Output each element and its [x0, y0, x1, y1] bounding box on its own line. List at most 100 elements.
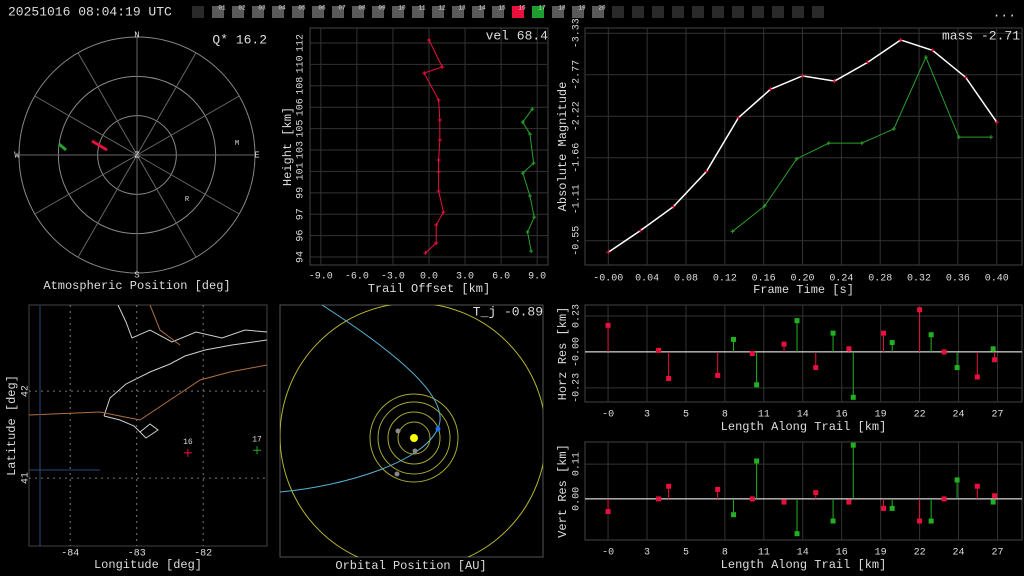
panel-title: Orbital Position [AU]: [335, 559, 486, 573]
point: [715, 486, 721, 492]
tab-label: 10: [398, 5, 406, 12]
point: [527, 132, 532, 137]
point: [666, 483, 672, 489]
x-tick-label: -0: [602, 548, 614, 559]
x-tick-label: 19: [875, 410, 887, 421]
y-tick-label: 103: [296, 141, 307, 159]
x-tick-label: 0.16: [752, 274, 776, 285]
tab[interactable]: [292, 6, 304, 18]
x-tick-label: 0.04: [635, 274, 659, 285]
coastline: [103, 415, 159, 439]
point: [974, 483, 980, 489]
tab[interactable]: [392, 6, 404, 18]
point: [434, 223, 439, 228]
y-tick-label: 97: [296, 208, 307, 220]
x-tick-label: 6.0: [492, 272, 510, 283]
tab-label: 04: [278, 5, 286, 12]
y-tick-label: 0.23: [572, 304, 583, 328]
planet: [394, 471, 400, 477]
point: [520, 171, 525, 176]
tab[interactable]: [272, 6, 284, 18]
tab[interactable]: [312, 6, 324, 18]
panel-title: Atmospheric Position [deg]: [43, 279, 230, 293]
tab-slot: [672, 6, 684, 18]
tab[interactable]: [452, 6, 464, 18]
x-tick-label: 14: [797, 548, 809, 559]
x-tick-label: 0.32: [907, 274, 931, 285]
tab[interactable]: [512, 6, 524, 18]
tab[interactable]: [352, 6, 364, 18]
trail: [58, 142, 67, 152]
point: [794, 531, 800, 537]
x-tick-label: -6.0: [345, 272, 369, 283]
x-axis-label: Trail Offset [km]: [368, 282, 490, 296]
point: [898, 37, 903, 42]
point: [923, 55, 928, 60]
point: [183, 448, 192, 457]
point: [527, 194, 532, 199]
tab[interactable]: [412, 6, 424, 18]
point: [437, 118, 442, 123]
tab-slot: [732, 6, 744, 18]
menu-button[interactable]: ...: [993, 5, 1016, 20]
x-tick-label: 14: [797, 410, 809, 421]
point: [436, 170, 441, 175]
point: [881, 330, 887, 336]
x-tick-label: -0.00: [593, 274, 623, 285]
tab-slot: [692, 6, 704, 18]
point: [954, 477, 960, 483]
tab[interactable]: [212, 6, 224, 18]
y-axis-label: Horz Res [km]: [556, 307, 570, 401]
plot-layer: [310, 28, 548, 265]
point: [638, 228, 643, 233]
point: [436, 157, 441, 162]
tab-label: 13: [458, 5, 466, 12]
tab[interactable]: [472, 6, 484, 18]
point: [928, 332, 934, 338]
point: [440, 65, 445, 70]
tab-slot: [812, 6, 824, 18]
tab[interactable]: [252, 6, 264, 18]
x-tick-label: 0.12: [713, 274, 737, 285]
tab[interactable]: [592, 6, 604, 18]
x-tick-label: 27: [991, 548, 1003, 559]
y-tick-label: 101: [296, 162, 307, 180]
point: [529, 249, 534, 254]
point: [434, 241, 439, 246]
point: [520, 120, 525, 125]
y-tick-label: 94: [296, 251, 307, 263]
annotation: T_j -0.89: [473, 304, 543, 319]
point: [525, 230, 530, 235]
point-label: 16: [183, 438, 193, 447]
x-tick-label: 11: [758, 410, 770, 421]
tab-label: 20: [598, 5, 606, 12]
tab[interactable]: [492, 6, 504, 18]
planet-orbit: [397, 421, 431, 455]
y-tick-label: -2.22: [572, 101, 583, 131]
x-tick-label: 0.40: [985, 274, 1009, 285]
x-tick-label: -3.0: [381, 272, 405, 283]
point: [754, 458, 760, 464]
tab-slot: [712, 6, 724, 18]
y-axis-label: Height [km]: [281, 107, 295, 186]
tab[interactable]: [572, 6, 584, 18]
tab[interactable]: [232, 6, 244, 18]
trail: [91, 139, 108, 152]
y-tick-label: 99: [296, 187, 307, 199]
tab[interactable]: [432, 6, 444, 18]
annotation: vel 68.4: [486, 28, 549, 43]
polar-spoke: [34, 95, 138, 156]
x-tick-label: 5: [683, 410, 689, 421]
point: [794, 318, 800, 324]
point: [605, 322, 611, 328]
tab[interactable]: [332, 6, 344, 18]
x-tick-label: 9.0: [528, 272, 546, 283]
tab-slot: [792, 6, 804, 18]
tab[interactable]: [372, 6, 384, 18]
tab[interactable]: [552, 6, 564, 18]
point: [881, 505, 887, 511]
y-tick-label: 108: [296, 77, 307, 95]
point: [781, 341, 787, 347]
tab[interactable]: [532, 6, 544, 18]
tab-slot: [192, 6, 204, 18]
